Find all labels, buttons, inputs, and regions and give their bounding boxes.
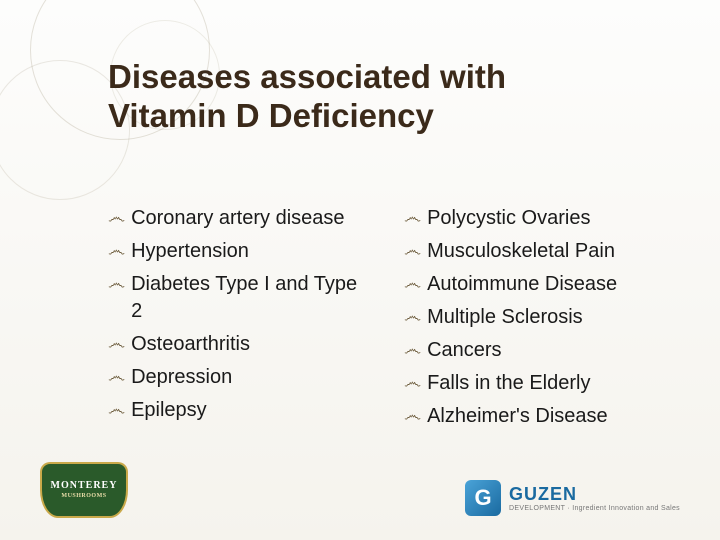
item-text: Osteoarthritis	[131, 331, 250, 358]
guzen-initial: G	[474, 485, 491, 511]
list-item: ෴Polycystic Ovaries	[404, 205, 660, 232]
bullet-icon: ෴	[108, 238, 125, 263]
item-text: Depression	[131, 364, 232, 391]
list-item: ෴Epilepsy	[108, 397, 364, 424]
item-text: Epilepsy	[131, 397, 207, 424]
guzen-name: GUZEN	[509, 485, 680, 503]
list-item: ෴Musculoskeletal Pain	[404, 238, 660, 265]
list-item: ෴Alzheimer's Disease	[404, 403, 660, 430]
bullet-icon: ෴	[404, 238, 421, 263]
bullet-icon: ෴	[108, 205, 125, 230]
item-text: Polycystic Ovaries	[427, 205, 590, 232]
list-item: ෴Depression	[108, 364, 364, 391]
slide-title: Diseases associated with Vitamin D Defic…	[108, 58, 506, 136]
guzen-text: GUZEN DEVELOPMENT · Ingredient Innovatio…	[509, 485, 680, 512]
list-item: ෴Falls in the Elderly	[404, 370, 660, 397]
guzen-icon: G	[465, 480, 501, 516]
item-text: Coronary artery disease	[131, 205, 344, 232]
bullet-icon: ෴	[404, 403, 421, 428]
bullet-icon: ෴	[108, 331, 125, 356]
item-text: Falls in the Elderly	[427, 370, 590, 397]
list-item: ෴Hypertension	[108, 238, 364, 265]
bullet-icon: ෴	[108, 364, 125, 389]
monterey-badge: MONTEREY MUSHROOMS	[40, 462, 128, 518]
item-text: Hypertension	[131, 238, 249, 265]
bullet-icon: ෴	[404, 205, 421, 230]
item-text: Cancers	[427, 337, 501, 364]
item-text: Diabetes Type I and Type 2	[131, 271, 364, 325]
title-line-2: Vitamin D Deficiency	[108, 97, 434, 134]
bullet-icon: ෴	[404, 271, 421, 296]
list-item: ෴Diabetes Type I and Type 2	[108, 271, 364, 325]
item-text: Multiple Sclerosis	[427, 304, 583, 331]
list-item: ෴Coronary artery disease	[108, 205, 364, 232]
list-item: ෴Multiple Sclerosis	[404, 304, 660, 331]
title-line-1: Diseases associated with	[108, 58, 506, 95]
guzen-logo: G GUZEN DEVELOPMENT · Ingredient Innovat…	[465, 480, 680, 516]
item-text: Musculoskeletal Pain	[427, 238, 615, 265]
item-text: Alzheimer's Disease	[427, 403, 608, 430]
list-item: ෴Autoimmune Disease	[404, 271, 660, 298]
monterey-sub: MUSHROOMS	[61, 493, 106, 500]
bullet-icon: ෴	[404, 337, 421, 362]
guzen-tagline: DEVELOPMENT · Ingredient Innovation and …	[509, 505, 680, 512]
bullet-icon: ෴	[404, 304, 421, 329]
bullet-icon: ෴	[108, 271, 125, 296]
right-column: ෴Polycystic Ovaries ෴Musculoskeletal Pai…	[404, 205, 660, 436]
list-item: ෴Osteoarthritis	[108, 331, 364, 358]
bullet-icon: ෴	[404, 370, 421, 395]
list-item: ෴Cancers	[404, 337, 660, 364]
bullet-icon: ෴	[108, 397, 125, 422]
left-column: ෴Coronary artery disease ෴Hypertension ෴…	[108, 205, 364, 436]
content-columns: ෴Coronary artery disease ෴Hypertension ෴…	[108, 205, 660, 436]
monterey-name: MONTEREY	[51, 480, 118, 491]
monterey-logo: MONTEREY MUSHROOMS	[40, 462, 130, 522]
item-text: Autoimmune Disease	[427, 271, 617, 298]
